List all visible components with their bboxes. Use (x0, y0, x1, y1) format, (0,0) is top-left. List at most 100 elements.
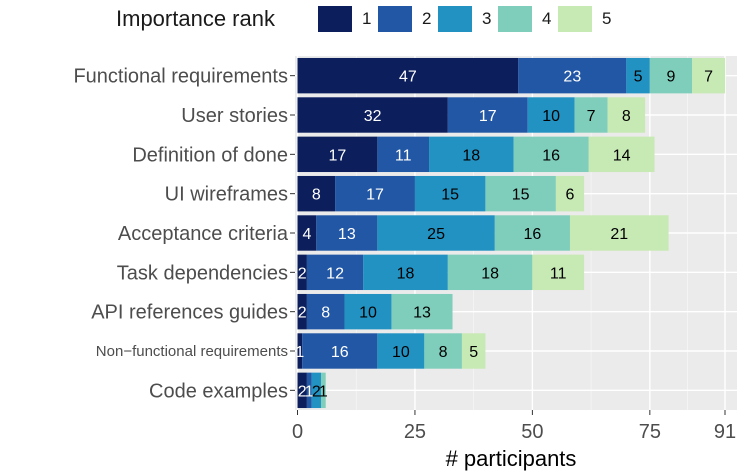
bar-value-label: 2 (298, 265, 307, 282)
bar-segment-rank-1 (297, 254, 307, 291)
bar-labels: 47 23 5 9 732 17 10 7 817 11 18 16 148 17 15 15 64 13 25 16… (295, 69, 713, 401)
bar-value-label: 10 (359, 305, 377, 322)
bar-segment-rank-4 (447, 254, 533, 291)
legend-label-1: 1 (362, 9, 372, 28)
bar-segment-rank-2 (306, 372, 312, 409)
legend-swatch-4 (498, 6, 532, 32)
bar-segment-rank-1 (297, 136, 378, 173)
y-tick-label: Acceptance criteria (118, 223, 289, 245)
bar-value-label: 15 (441, 187, 459, 204)
y-tick-label: Code examples (149, 380, 288, 402)
bar-segment-rank-4 (391, 293, 453, 330)
bar-value-label: 11 (395, 147, 412, 164)
bar-value-label: 8 (439, 344, 448, 361)
bar-value-label: 2 (312, 383, 321, 400)
bar-value-label: 8 (312, 187, 321, 204)
legend-label-4: 4 (542, 9, 552, 28)
bar-segment-rank-5 (588, 136, 655, 173)
bar-value-label: 12 (326, 265, 344, 282)
legend-swatch-1 (318, 6, 352, 32)
x-axis-title: # participants (445, 446, 577, 471)
legend-swatch-3 (438, 6, 472, 32)
bar-segment-rank-2 (306, 254, 364, 291)
bar-segment-rank-3 (377, 333, 425, 369)
bar-value-label: 16 (523, 226, 541, 243)
legend-title: Importance rank (116, 6, 275, 31)
legend: Importance rank 1 2 3 4 5 (0, 0, 748, 40)
bar-value-label: 17 (329, 147, 347, 164)
bar-value-label: 18 (462, 147, 480, 164)
y-tick-label: Non−functional requirements (96, 343, 288, 360)
bar-value-label: 1 (295, 344, 304, 361)
bar-value-label: 17 (479, 108, 497, 125)
bar-value-label: 21 (610, 226, 628, 243)
bar-value-label: 1 (305, 383, 314, 400)
bar-segment-rank-5 (532, 254, 585, 291)
bars (297, 57, 725, 409)
bar-segment-rank-4 (424, 333, 462, 369)
bar-segment-rank-4 (513, 136, 589, 173)
bar-value-label: 6 (566, 187, 575, 204)
bar-value-label: 4 (302, 226, 311, 243)
bar-segment-rank-1 (297, 215, 317, 251)
bar-value-label: 7 (704, 69, 713, 86)
legend-swatch-2 (378, 6, 412, 32)
bar-segment-rank-2 (335, 175, 415, 212)
bar-value-label: 18 (481, 265, 499, 282)
bar-segment-rank-2 (447, 97, 528, 133)
bar-segment-rank-4 (649, 57, 693, 94)
bar-value-label: 1 (319, 383, 328, 400)
bar-segment-rank-4 (320, 372, 326, 409)
bar-value-label: 16 (542, 147, 560, 164)
bar-segment-rank-1 (297, 372, 307, 409)
bar-value-label: 13 (413, 305, 431, 322)
bar-segment-rank-1 (297, 97, 448, 133)
bar-value-label: 18 (397, 265, 415, 282)
bar-segment-rank-2 (302, 333, 378, 369)
bar-value-label: 47 (399, 69, 417, 86)
bar-value-label: 2 (298, 383, 307, 400)
x-tick-label: 75 (639, 421, 661, 443)
x-tick-label: 91 (714, 421, 736, 443)
x-tick-label: 0 (292, 421, 303, 443)
bar-segment-rank-5 (555, 175, 585, 212)
bar-segment-rank-4 (494, 215, 570, 251)
bar-value-label: 2 (298, 305, 307, 322)
bar-value-label: 13 (338, 226, 356, 243)
y-tick-label: Functional requirements (73, 66, 288, 88)
bar-value-label: 9 (667, 69, 676, 86)
y-tick-label: User stories (181, 105, 288, 127)
bar-value-label: 5 (469, 344, 478, 361)
legend-label-2: 2 (422, 9, 432, 28)
bar-value-label: 16 (331, 344, 349, 361)
bar-segment-rank-3 (429, 136, 514, 173)
bar-segment-rank-1 (297, 175, 336, 212)
bar-segment-rank-5 (461, 333, 486, 369)
x-axis: 0 25 50 75 91 (292, 410, 736, 443)
bar-segment-rank-3 (377, 215, 495, 251)
bar-value-label: 17 (366, 187, 384, 204)
bar-segment-rank-5 (607, 97, 646, 133)
bar-value-label: 10 (392, 344, 410, 361)
bar-value-label: 8 (622, 108, 631, 125)
bar-value-label: 11 (550, 265, 567, 282)
bar-value-label: 32 (364, 108, 382, 125)
bar-segment-rank-3 (363, 254, 448, 291)
y-tick-label: UI wireframes (165, 184, 288, 206)
legend-swatch-5 (558, 6, 592, 32)
bar-segment-rank-3 (527, 97, 575, 133)
bar-segment-rank-1 (297, 333, 303, 369)
bar-value-label: 5 (634, 69, 643, 86)
y-tick-label: API references guides (91, 302, 288, 324)
bar-value-label: 10 (542, 108, 560, 125)
bar-value-label: 7 (587, 108, 596, 125)
legend-label-5: 5 (602, 9, 612, 28)
bar-segment-rank-3 (311, 372, 321, 409)
bar-segment-rank-2 (306, 293, 345, 330)
bar-segment-rank-2 (518, 57, 627, 94)
y-axis: Functional requirements User stories Defin… (73, 66, 295, 402)
bar-segment-rank-3 (414, 175, 486, 212)
bar-segment-rank-2 (377, 136, 430, 173)
legend-label-3: 3 (482, 9, 492, 28)
